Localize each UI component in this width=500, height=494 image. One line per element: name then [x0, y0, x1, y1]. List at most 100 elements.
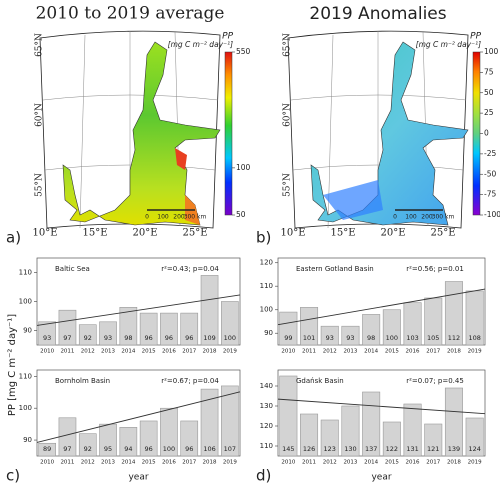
panel-label: a) — [6, 229, 21, 247]
bar — [382, 421, 401, 457]
lat-label: 65°N — [35, 33, 45, 57]
x-tick-label: 2016 — [162, 349, 176, 355]
colorbar-tick-label: 100 — [236, 163, 251, 172]
x-tick-label: 2015 — [385, 349, 399, 355]
panel-label: b) — [256, 229, 271, 247]
colorbar-tick-label: 100 — [484, 47, 499, 56]
value-label: 108 — [468, 334, 480, 342]
x-tick-label: 2011 — [302, 349, 316, 355]
bar — [362, 314, 381, 346]
panel-label: c) — [6, 467, 20, 485]
lon-label: 25°E — [182, 228, 207, 239]
x-tick-label: 2016 — [162, 460, 176, 466]
scale-label: 300 km — [184, 214, 207, 221]
lon-label: 15°E — [330, 228, 355, 239]
bar — [300, 307, 319, 346]
lat-label: 65°N — [283, 33, 293, 57]
x-tick-label: 2013 — [101, 460, 115, 466]
x-tick-label: 2014 — [121, 349, 135, 355]
bar — [362, 391, 381, 457]
value-label: 97 — [63, 334, 71, 342]
map-title: 2019 Anomalies — [309, 4, 446, 24]
value-label: 106 — [203, 445, 215, 453]
value-label: 103 — [406, 334, 418, 342]
value-label: 99 — [284, 334, 292, 342]
value-label: 93 — [104, 334, 112, 342]
colorbar-tick-label: 550 — [236, 47, 251, 56]
annotation: r²=0.07; p=0.45 — [406, 377, 464, 385]
annotation: r²=0.67; p=0.04 — [161, 377, 219, 385]
bar — [320, 325, 339, 346]
x-tick-label: 2019 — [223, 349, 237, 355]
value-label: 126 — [303, 445, 315, 453]
colorbar-tick-label: 0 — [484, 129, 489, 138]
value-label: 89 — [43, 445, 51, 453]
value-label: 100 — [163, 445, 175, 453]
value-label: 95 — [104, 445, 112, 453]
x-tick-label: 2015 — [385, 460, 399, 466]
x-tick-label: 2012 — [323, 349, 337, 355]
value-label: 105 — [427, 334, 439, 342]
bar — [424, 423, 443, 457]
value-label: 130 — [344, 445, 356, 453]
colorbar-tick-label: 75 — [484, 67, 494, 76]
bar — [221, 385, 239, 457]
value-label: 109 — [203, 334, 215, 342]
lon-label: 15°E — [82, 228, 107, 239]
x-axis-label: year — [128, 473, 148, 483]
y-tick-label: 90 — [23, 327, 32, 335]
bar — [200, 275, 219, 346]
colorbar-tick-label: -25 — [484, 149, 496, 158]
x-tick-label: 2015 — [142, 460, 156, 466]
bar — [221, 301, 239, 346]
bar — [99, 321, 117, 346]
y-tick-label: 120 — [260, 259, 273, 267]
chart-title: Bornholm Basin — [55, 377, 110, 385]
annotation: r²=0.56; p=0.01 — [406, 265, 464, 273]
bar — [78, 324, 97, 346]
colorbar-tick-label: -75 — [484, 190, 496, 199]
chart-title: Eastern Gotland Basin — [296, 265, 374, 273]
scale-label: 100 — [157, 214, 169, 221]
value-label: 123 — [324, 445, 336, 453]
value-label: 93 — [346, 334, 354, 342]
x-tick-label: 2018 — [203, 460, 217, 466]
bar — [58, 309, 77, 346]
scale-label: 0 — [393, 214, 397, 221]
y-tick-label: 110 — [19, 269, 32, 277]
x-tick-label: 2014 — [121, 460, 135, 466]
map — [39, 30, 221, 229]
y-tick-label: 100 — [19, 404, 32, 412]
x-tick-label: 2011 — [60, 460, 74, 466]
colorbar-tick-label: -100 — [484, 210, 500, 219]
trend-line — [36, 391, 241, 443]
bar — [403, 403, 422, 457]
colorbar-unit: [mg C m⁻² day⁻¹] — [168, 40, 233, 49]
x-tick-label: 2013 — [343, 349, 357, 355]
trend-line — [277, 288, 486, 326]
x-tick-label: 2012 — [81, 460, 95, 466]
map — [287, 30, 469, 229]
scale-label: 200 — [421, 214, 433, 221]
bar — [444, 281, 463, 346]
lon-label: 20°E — [380, 228, 405, 239]
y-tick-label: 100 — [260, 306, 273, 314]
value-label: 92 — [84, 334, 92, 342]
x-tick-label: 2010 — [40, 460, 54, 466]
y-tick-label: 90 — [23, 436, 32, 444]
x-tick-label: 2019 — [468, 349, 482, 355]
x-tick-label: 2010 — [281, 460, 295, 466]
x-tick-label: 2018 — [447, 460, 461, 466]
y-axis-label: PP [mg C m⁻² day⁻¹] — [7, 314, 18, 416]
value-label: 100 — [386, 334, 398, 342]
bar — [382, 309, 401, 346]
y-tick-label: 130 — [260, 402, 273, 410]
value-label: 97 — [63, 445, 71, 453]
value-label: 96 — [165, 334, 173, 342]
x-tick-label: 2012 — [81, 349, 95, 355]
trend-line — [36, 294, 241, 326]
value-label: 139 — [448, 445, 460, 453]
value-label: 112 — [448, 334, 460, 342]
value-label: 93 — [326, 334, 334, 342]
